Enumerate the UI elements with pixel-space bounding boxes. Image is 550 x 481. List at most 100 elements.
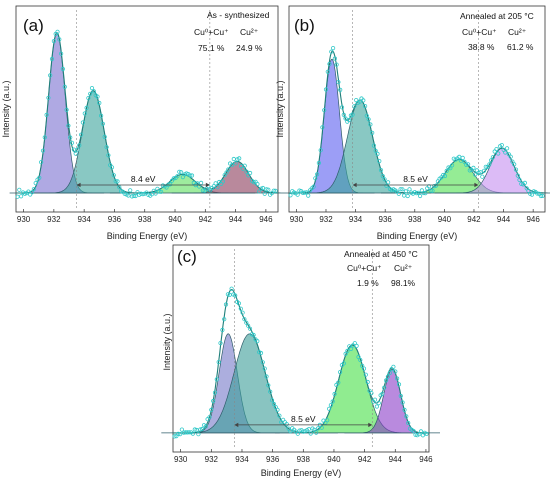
data-point bbox=[251, 180, 256, 185]
plot-frame bbox=[288, 5, 546, 213]
data-point bbox=[348, 346, 354, 351]
data-point bbox=[200, 188, 205, 193]
data-point bbox=[240, 310, 245, 315]
data-point bbox=[260, 360, 265, 365]
table-header-cu0-cu1: Cu⁰+Cu⁺ bbox=[347, 263, 382, 273]
data-point bbox=[214, 377, 219, 382]
data-point bbox=[517, 177, 522, 182]
data-point bbox=[369, 390, 374, 396]
data-point bbox=[460, 155, 465, 160]
data-point bbox=[26, 189, 31, 194]
data-point bbox=[246, 323, 251, 328]
data-point bbox=[164, 185, 169, 190]
data-point bbox=[375, 151, 380, 156]
data-point bbox=[357, 99, 362, 104]
data-point bbox=[231, 156, 236, 162]
table-value-cu0-cu1: 1.9 % bbox=[357, 278, 379, 288]
data-point bbox=[341, 112, 346, 118]
panel-label: (a) bbox=[23, 16, 44, 35]
arrow-head-right bbox=[205, 182, 210, 188]
data-point bbox=[332, 56, 337, 61]
data-point bbox=[504, 146, 510, 151]
x-tick-label: 936 bbox=[108, 215, 122, 224]
data-point bbox=[319, 425, 324, 430]
data-point bbox=[499, 143, 504, 148]
data-point bbox=[416, 190, 421, 195]
data-point bbox=[224, 170, 229, 175]
panel-label: (b) bbox=[294, 16, 315, 35]
data-point bbox=[464, 162, 469, 167]
data-point bbox=[471, 165, 476, 170]
data-point bbox=[46, 95, 51, 100]
data-point bbox=[361, 98, 366, 103]
data-point bbox=[79, 132, 84, 137]
data-point bbox=[308, 431, 313, 436]
data-point bbox=[315, 426, 321, 431]
data-point bbox=[68, 135, 73, 140]
data-point bbox=[95, 94, 100, 99]
data-point bbox=[77, 143, 82, 148]
data-point bbox=[172, 434, 177, 439]
data-point bbox=[33, 181, 38, 186]
data-point bbox=[513, 167, 519, 172]
data-point bbox=[104, 145, 109, 150]
data-point bbox=[540, 193, 545, 198]
data-point bbox=[325, 69, 330, 74]
data-point bbox=[60, 66, 66, 72]
data-point bbox=[323, 87, 329, 92]
data-point bbox=[58, 51, 64, 56]
table-value-cu0-cu1: 38.8 % bbox=[468, 42, 495, 52]
data-point bbox=[258, 186, 264, 191]
data-point bbox=[332, 391, 337, 397]
data-point bbox=[382, 385, 387, 390]
data-point bbox=[358, 357, 363, 363]
data-point bbox=[176, 431, 181, 436]
data-point bbox=[382, 177, 387, 182]
x-tick-label: 930 bbox=[17, 215, 31, 224]
data-point bbox=[88, 91, 93, 96]
data-point bbox=[229, 286, 234, 291]
data-point bbox=[313, 176, 318, 181]
data-point bbox=[159, 189, 164, 194]
data-point bbox=[192, 427, 197, 432]
data-point bbox=[490, 155, 495, 160]
data-point bbox=[264, 187, 269, 192]
condition-label: Annealed at 450 °C bbox=[344, 249, 418, 259]
data-point bbox=[233, 161, 238, 166]
data-point bbox=[314, 430, 319, 435]
data-point bbox=[226, 167, 231, 172]
data-point bbox=[62, 84, 67, 90]
data-point bbox=[365, 379, 370, 385]
data-point bbox=[406, 420, 411, 426]
data-point bbox=[266, 187, 271, 192]
data-point bbox=[128, 188, 133, 193]
data-point bbox=[273, 188, 278, 193]
data-point bbox=[211, 398, 216, 404]
data-point bbox=[213, 181, 218, 186]
data-point bbox=[394, 376, 400, 381]
data-point bbox=[122, 191, 127, 196]
arrow-head-left bbox=[352, 182, 357, 188]
data-point bbox=[57, 37, 62, 42]
data-point bbox=[306, 193, 311, 198]
x-tick-label: 942 bbox=[199, 215, 213, 224]
data-point bbox=[153, 191, 158, 196]
arrow-head-right bbox=[368, 422, 373, 428]
x-tick-label: 942 bbox=[467, 215, 481, 224]
data-point bbox=[64, 107, 69, 112]
data-point bbox=[155, 186, 160, 191]
data-point bbox=[73, 151, 78, 156]
x-tick-label: 932 bbox=[319, 215, 333, 224]
data-point bbox=[378, 168, 384, 173]
data-point bbox=[216, 359, 221, 365]
data-point bbox=[264, 374, 269, 379]
data-point bbox=[189, 173, 195, 178]
data-point bbox=[398, 187, 403, 192]
data-point bbox=[84, 105, 89, 111]
data-point bbox=[341, 361, 346, 366]
data-point bbox=[255, 182, 260, 187]
data-point bbox=[86, 96, 91, 101]
data-point bbox=[510, 159, 515, 164]
data-point bbox=[362, 104, 368, 109]
